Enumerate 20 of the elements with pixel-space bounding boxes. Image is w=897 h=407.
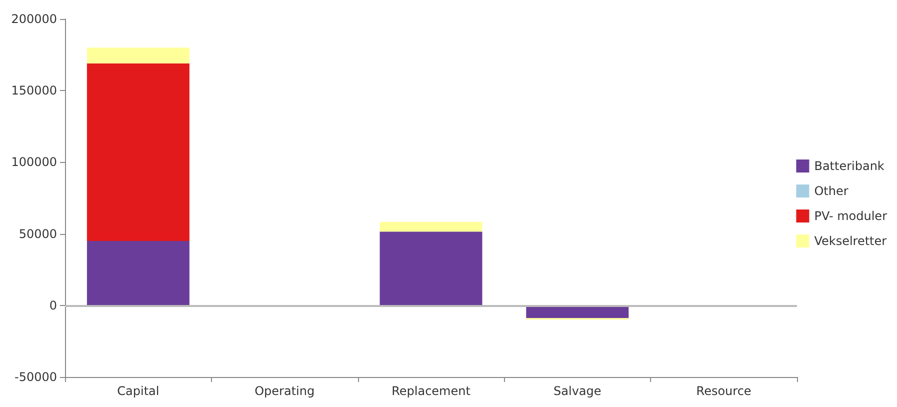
- legend-label: Other: [814, 184, 848, 198]
- bar: [86, 48, 190, 64]
- x-tick-label: Capital: [117, 384, 160, 398]
- y-tick-label: 100000: [11, 155, 57, 170]
- x-tick-label: Salvage: [554, 384, 602, 398]
- legend-label: Batteribank: [814, 159, 884, 173]
- bar: [380, 232, 482, 306]
- legend-label: PV- moduler: [814, 209, 888, 223]
- y-tick-label: 150000: [11, 84, 57, 98]
- x-tick-label: Replacement: [392, 384, 471, 398]
- y-tick-label: -50000: [14, 370, 57, 384]
- bar: [380, 222, 482, 232]
- bar: [86, 240, 190, 306]
- legend-label: Vekselretter: [814, 234, 887, 248]
- x-tick-label: Resource: [696, 384, 752, 398]
- x-tick-label: Operating: [254, 384, 315, 398]
- bar: [86, 63, 190, 241]
- y-tick-label: 50000: [18, 226, 57, 241]
- y-tick-label: 0: [49, 298, 57, 312]
- y-tick-label: 200000: [11, 12, 57, 26]
